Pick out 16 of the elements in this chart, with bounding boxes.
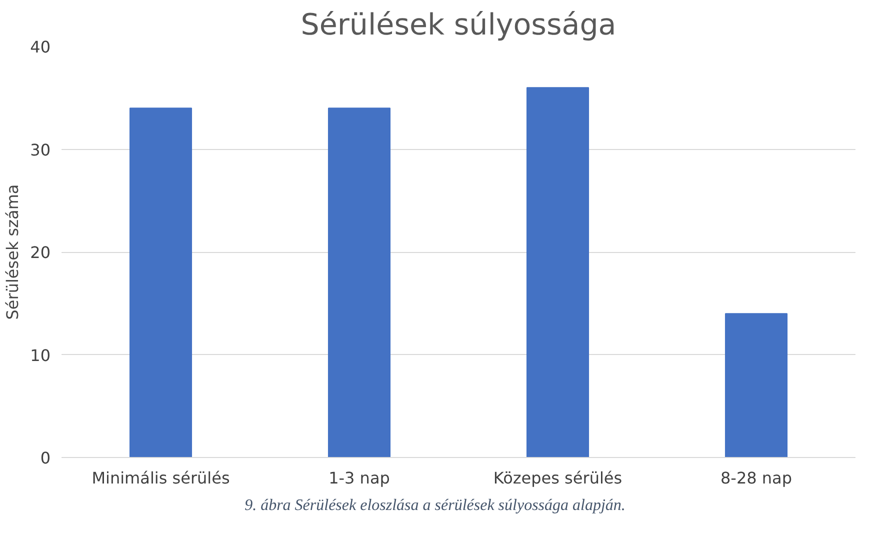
x-tick-label: 8-28 nap <box>720 468 792 488</box>
x-tick-label: Minimális sérülés <box>92 468 230 488</box>
y-axis-title: Sérülések száma <box>3 184 22 320</box>
chart-title: Sérülések súlyossága <box>300 8 616 42</box>
y-tick-label: 40 <box>30 38 50 56</box>
bar <box>328 108 391 458</box>
y-tick-label: 0 <box>40 448 51 468</box>
bar <box>129 108 192 458</box>
y-tick-label: 10 <box>30 346 50 365</box>
text: 9. ábra Sérülések eloszlása a sérülések súlyossága alapján. <box>244 496 626 516</box>
y-tick-label: 20 <box>30 243 50 262</box>
y-tick-label: 30 <box>30 140 50 160</box>
bar <box>724 313 788 458</box>
x-tick-label: 1-3 nap <box>328 468 390 488</box>
x-tick-label: Közepes sérülés <box>493 468 622 488</box>
bar <box>526 87 590 458</box>
